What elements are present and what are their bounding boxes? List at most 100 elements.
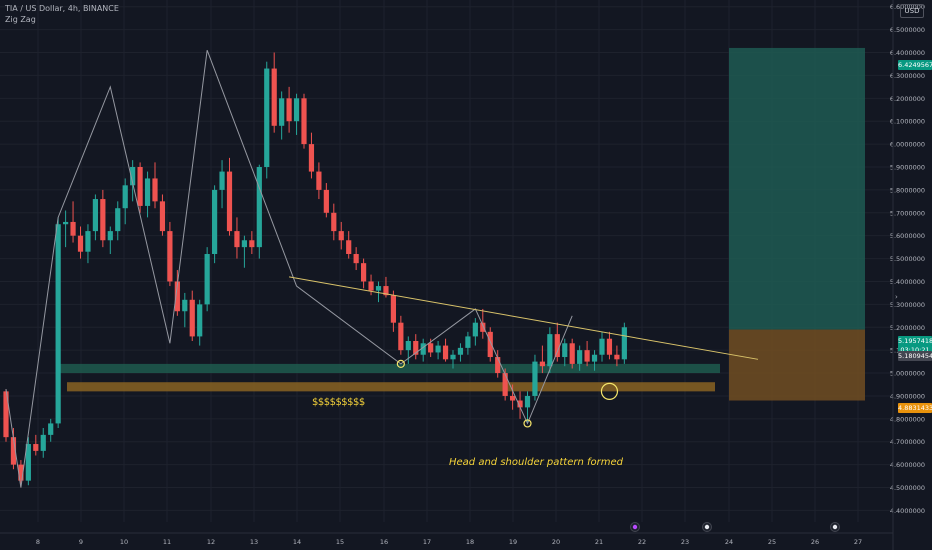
candle-body: [591, 354, 598, 362]
pivot-marker: [600, 382, 619, 400]
candle-body: [353, 254, 359, 264]
candle-body: [375, 286, 382, 291]
candle-body: [115, 208, 121, 232]
ref-price-tag: 5.1809454: [898, 351, 932, 361]
candle-body: [554, 334, 560, 358]
candle-body: [174, 281, 180, 312]
candle-body: [25, 444, 31, 481]
candle-body: [510, 395, 516, 401]
x-tick-label: 13: [250, 538, 258, 546]
candle-body: [308, 144, 315, 172]
event-icons: [630, 522, 840, 532]
currency-button[interactable]: USD: [900, 4, 924, 18]
x-tick-label: 21: [595, 538, 603, 546]
candle-body: [3, 391, 9, 438]
candle-body: [40, 434, 46, 451]
candle-body: [465, 336, 471, 348]
y-tick-label: 5.0000000: [890, 370, 925, 378]
y-tick-label: 6.2000000: [890, 95, 925, 103]
stop-zone: [729, 329, 865, 401]
y-tick-label: 4.4000000: [890, 507, 925, 515]
y-tick-label: 6.0000000: [890, 141, 925, 149]
candle-body: [241, 240, 247, 248]
neckline: [289, 276, 759, 360]
target-price-tag: 6.4249567: [898, 60, 932, 70]
y-tick-label: 5.6000000: [890, 232, 925, 240]
candle-body: [63, 221, 69, 225]
candle-body: [48, 423, 54, 435]
candle-body: [85, 231, 91, 252]
stop-price-tag: 4.8831433: [898, 403, 932, 413]
y-tick-label: 4.8000000: [890, 415, 925, 423]
candle-body: [286, 98, 292, 122]
candle-body: [264, 68, 270, 167]
flag-icon-dot: [704, 524, 710, 530]
candle-body: [189, 299, 195, 337]
current-price-tag: 5.1957418: [898, 336, 932, 346]
y-tick-label: 6.5000000: [890, 26, 925, 34]
candle-body: [420, 343, 426, 355]
x-tick-label: 12: [207, 538, 215, 546]
candle-body: [428, 343, 434, 353]
candle-body: [159, 201, 166, 232]
candle-body: [55, 224, 61, 424]
candle-body: [338, 231, 344, 241]
candle-body: [599, 338, 605, 355]
dollar-annotation: $$$$$$$$$: [312, 397, 365, 408]
countdown-tag: 03:10:21: [898, 345, 932, 355]
candle-body: [390, 295, 396, 323]
x-tick-label: 22: [638, 538, 646, 546]
candle-body: [33, 444, 39, 451]
y-tick-label: 4.9000000: [890, 392, 925, 400]
candle-body: [271, 68, 277, 126]
symbol-title: TIA / US Dollar, 4h, BINANCE: [5, 4, 119, 13]
candle-body: [293, 98, 300, 122]
candle-body: [167, 231, 173, 282]
y-tick-label: 5.8000000: [890, 186, 925, 194]
candle-body: [137, 167, 143, 206]
candle-body: [368, 281, 374, 291]
candle-body: [480, 322, 486, 332]
flash-icon-dot: [632, 524, 638, 530]
y-tick-label: 6.3000000: [890, 72, 925, 80]
x-tick-label: 9: [79, 538, 83, 546]
candle-body: [472, 322, 478, 337]
candle-body: [532, 361, 538, 396]
candle-body: [279, 98, 285, 126]
candle-body: [18, 464, 24, 481]
x-tick-label: 8: [36, 538, 40, 546]
candle-body: [577, 350, 583, 364]
candle-body: [301, 98, 307, 145]
candle-body: [361, 263, 367, 282]
candle-body: [122, 185, 128, 209]
candle-body: [10, 437, 17, 465]
candle-body: [331, 212, 337, 232]
indicator-label[interactable]: Zig Zag: [5, 15, 36, 24]
candle-body: [144, 178, 151, 206]
candle-body: [197, 304, 203, 337]
candle-body: [204, 254, 210, 305]
liquidity-band: [67, 382, 715, 392]
candle-body: [442, 345, 449, 360]
candle-body: [487, 331, 493, 358]
candle-body: [152, 178, 158, 202]
y-tick-label: 5.3000000: [890, 301, 925, 309]
candle-body: [495, 357, 501, 374]
candle-body: [70, 221, 76, 236]
target-zone: [729, 47, 865, 330]
y-tick-label: 6.4000000: [890, 49, 925, 57]
candle-body: [413, 341, 419, 355]
candle-body: [539, 361, 545, 367]
candle-body: [249, 240, 255, 248]
flag-icon-dot: [832, 524, 838, 530]
candle-body: [614, 354, 620, 360]
candle-body: [569, 343, 575, 364]
price-axis: 4.4000000 4.5000000 4.6000000 4.7000000 4.80…: [890, 0, 925, 550]
x-tick-label: 26: [811, 538, 819, 546]
y-tick-label: 5.7000000: [890, 209, 925, 217]
y-tick-label: 5.9000000: [890, 164, 925, 172]
y-tick-label: 5.5000000: [890, 255, 925, 263]
x-tick-label: 10: [120, 538, 128, 546]
trade-zones: [729, 47, 865, 401]
